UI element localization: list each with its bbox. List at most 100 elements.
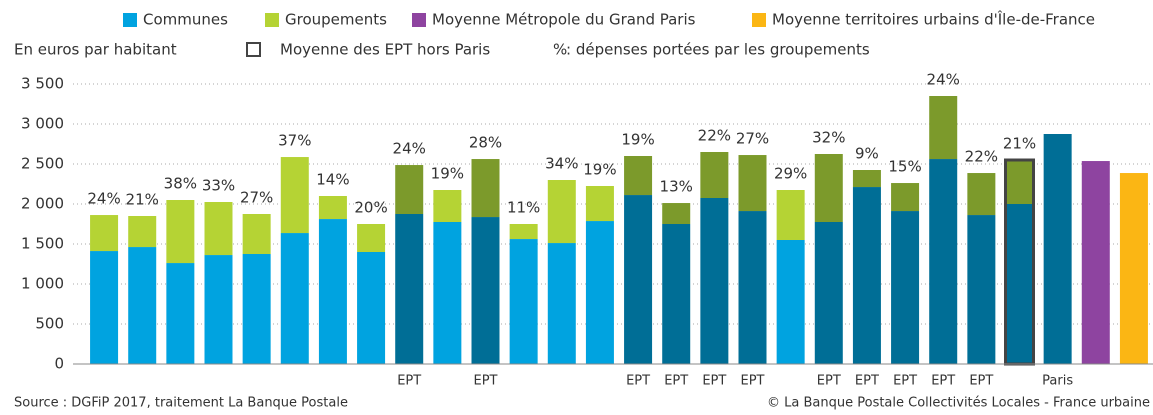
bar-segment	[624, 195, 653, 364]
share-label: 13%	[660, 178, 693, 196]
y-tick-label: 1 000	[21, 275, 64, 293]
share-label: 29%	[774, 165, 807, 183]
bar-segment	[1043, 134, 1072, 364]
bar-segment	[738, 211, 767, 364]
bar-segment	[166, 200, 195, 264]
legend-label: Moyenne des EPT hors Paris	[280, 41, 490, 59]
legend-swatch	[752, 13, 766, 27]
share-label: 22%	[965, 148, 998, 166]
bar-segment	[891, 211, 920, 364]
y-tick-label: 2 000	[21, 195, 64, 213]
share-label: 11%	[507, 199, 540, 217]
bar-segment	[585, 221, 614, 364]
bar-segment	[471, 217, 500, 364]
bar-segment	[624, 156, 653, 196]
y-tick-label: 3 500	[21, 75, 64, 93]
legend-swatch	[265, 13, 279, 27]
y-tick-label: 2 500	[21, 155, 64, 173]
share-label: 24%	[87, 190, 120, 208]
bar-segment	[1081, 161, 1110, 364]
bar-segment	[318, 219, 347, 364]
share-label: 19%	[583, 161, 616, 179]
bar-segment	[547, 243, 576, 364]
bar-segment	[852, 170, 881, 188]
bar-segment	[738, 155, 767, 212]
share-label: 9%	[855, 145, 879, 163]
bar-segment	[280, 233, 309, 364]
share-label: 20%	[354, 199, 387, 217]
bar-segment	[852, 187, 881, 364]
source: Source : DGFiP 2017, traitement La Banqu…	[14, 396, 348, 411]
share-label: 28%	[469, 134, 502, 152]
bar-segment	[318, 196, 347, 220]
bar-segment	[471, 159, 500, 218]
y-tick-label: 500	[35, 315, 64, 333]
legend-label: Communes	[143, 11, 228, 29]
bar-segment	[433, 222, 462, 364]
bar-segment	[929, 159, 958, 364]
share-label: 27%	[736, 130, 769, 148]
bar-segment	[662, 224, 691, 364]
legend-swatch	[123, 13, 137, 27]
bar-segment	[700, 152, 729, 198]
share-label: 14%	[316, 171, 349, 189]
share-label: 15%	[888, 158, 921, 176]
y-axis-label: En euros par habitant	[14, 41, 177, 59]
bar-segment	[585, 186, 614, 222]
share-label: 21%	[126, 191, 159, 209]
share-label: 27%	[240, 189, 273, 207]
legend-label: Moyenne Métropole du Grand Paris	[432, 11, 696, 29]
bar-segment	[509, 224, 538, 240]
bar-segment	[814, 154, 843, 222]
share-label: 21%	[1003, 135, 1036, 153]
y-tick-label: 0	[54, 355, 64, 373]
bar-segment	[929, 96, 958, 160]
share-label: 38%	[164, 175, 197, 193]
share-label: 33%	[202, 177, 235, 195]
legend-label: : dépenses portées par les groupements	[566, 41, 870, 59]
x-tick-label: EPT	[702, 374, 726, 389]
bar-segment	[776, 240, 805, 364]
bar-segment	[166, 263, 195, 364]
bar-segment	[1005, 160, 1034, 204]
x-tick-label: EPT	[855, 374, 879, 389]
bar-segment	[662, 203, 691, 224]
credit: © La Banque Postale Collectivités Locale…	[767, 396, 1150, 411]
legend-label: Moyenne territoires urbains d'Île-de-Fra…	[772, 10, 1095, 29]
x-tick-label: EPT	[397, 374, 421, 389]
bar-segment	[1005, 204, 1034, 364]
bar-segment	[967, 173, 996, 216]
bar-segment	[90, 215, 119, 252]
bar-segment	[90, 251, 119, 364]
bar-segment	[128, 247, 157, 364]
legend-swatch	[412, 13, 426, 27]
bar-segment	[509, 239, 538, 364]
bar-segment	[395, 165, 424, 214]
bar-segment	[433, 190, 462, 222]
share-label: 22%	[698, 127, 731, 145]
share-label: 34%	[545, 155, 578, 173]
bar-segment	[776, 190, 805, 240]
x-tick-label: EPT	[741, 374, 765, 389]
bar-segment	[204, 202, 233, 256]
bar-segment	[280, 157, 309, 234]
x-tick-label: Paris	[1042, 374, 1073, 389]
x-tick-label: EPT	[817, 374, 841, 389]
bar-segment	[128, 216, 157, 248]
bar-segment	[700, 198, 729, 364]
x-tick-label: EPT	[931, 374, 955, 389]
share-label: 24%	[393, 140, 426, 158]
legend-swatch	[246, 42, 261, 57]
x-tick-label: EPT	[893, 374, 917, 389]
bar-segment	[204, 255, 233, 364]
legend-label: Groupements	[285, 11, 387, 29]
y-tick-label: 1 500	[21, 235, 64, 253]
x-tick-label: EPT	[626, 374, 650, 389]
bar-segment	[242, 214, 271, 254]
bar-segment	[814, 222, 843, 364]
bar-segment	[395, 214, 424, 364]
legend-symbol: %	[553, 41, 567, 59]
share-label: 32%	[812, 129, 845, 147]
bar-segment	[891, 183, 920, 212]
